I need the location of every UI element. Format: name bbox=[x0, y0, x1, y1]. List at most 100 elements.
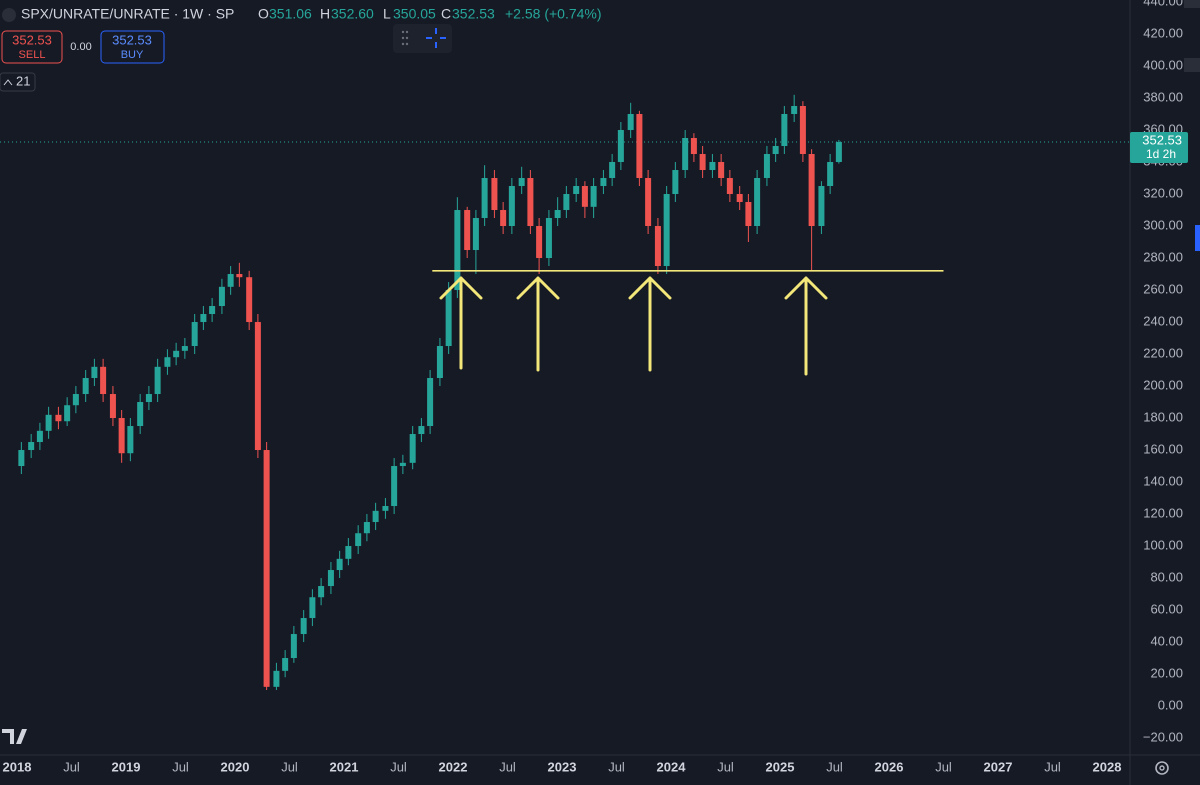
candle-body bbox=[554, 210, 561, 219]
indicators-count[interactable]: 21 bbox=[16, 73, 30, 88]
candle-body bbox=[154, 366, 161, 395]
candle-body bbox=[118, 418, 125, 454]
y-tick-label: 400.00 bbox=[1143, 57, 1183, 72]
scale-button[interactable] bbox=[1184, 58, 1200, 72]
arrow bbox=[628, 276, 672, 372]
candle-body bbox=[391, 466, 398, 507]
sell-price[interactable]: 352.53 bbox=[12, 32, 52, 47]
candle-body bbox=[200, 314, 207, 323]
candle-body bbox=[282, 658, 289, 671]
drag-handle[interactable] bbox=[401, 30, 409, 46]
y-tick-label: 300.00 bbox=[1143, 217, 1183, 232]
settings-icon-inner bbox=[1159, 765, 1165, 771]
y-tick-label: 420.00 bbox=[1143, 25, 1183, 40]
buy-label[interactable]: BUY bbox=[121, 49, 144, 61]
candle-body bbox=[726, 178, 733, 195]
candle-body bbox=[290, 634, 297, 659]
candle-body bbox=[209, 306, 216, 315]
candle-body bbox=[563, 194, 570, 211]
candle-body bbox=[28, 442, 35, 451]
logo[interactable] bbox=[2, 729, 27, 744]
candle-body bbox=[427, 378, 434, 427]
buy-button[interactable] bbox=[100, 30, 165, 64]
candle-body bbox=[336, 558, 343, 571]
plot-area bbox=[0, 94, 1130, 691]
candle-body bbox=[418, 426, 425, 435]
sell-button[interactable] bbox=[1, 30, 63, 64]
ohlc-value: 351.06 bbox=[269, 6, 312, 22]
candle-body bbox=[808, 154, 815, 227]
last-price-label: 352.53 bbox=[1142, 132, 1182, 147]
candle-body bbox=[45, 414, 52, 431]
y-tick-label: 40.00 bbox=[1150, 633, 1183, 648]
candle-body bbox=[573, 186, 580, 195]
y-tick-label: 80.00 bbox=[1150, 569, 1183, 584]
candle-body bbox=[263, 450, 270, 687]
candle-body bbox=[36, 430, 43, 443]
settings-icon[interactable] bbox=[1155, 761, 1169, 775]
candle-body bbox=[55, 414, 62, 422]
x-tick-label: Jul bbox=[826, 759, 843, 774]
y-tick-label: 320.00 bbox=[1143, 185, 1183, 200]
candle-body bbox=[508, 186, 515, 227]
symbol-icon[interactable] bbox=[2, 8, 16, 22]
scale-button[interactable] bbox=[1184, 0, 1200, 8]
candle-body bbox=[355, 533, 362, 547]
candle-body bbox=[399, 462, 406, 467]
candle-body bbox=[372, 510, 379, 523]
candle-body bbox=[173, 350, 180, 358]
candle-body bbox=[137, 402, 144, 427]
candle-body bbox=[91, 366, 98, 379]
x-tick-label: Jul bbox=[390, 759, 407, 774]
y-tick-label: 100.00 bbox=[1143, 537, 1183, 552]
candle-body bbox=[627, 114, 634, 131]
candle-body bbox=[718, 162, 725, 179]
last-price-tag bbox=[1130, 131, 1188, 163]
y-tick-label: 120.00 bbox=[1143, 505, 1183, 520]
crosshair-icon[interactable] bbox=[426, 28, 446, 48]
ohlc-value: 352.53 bbox=[452, 6, 495, 22]
candle-body bbox=[581, 186, 588, 207]
candle-body bbox=[127, 426, 134, 454]
candle-body bbox=[672, 170, 679, 195]
candle-body bbox=[481, 178, 488, 219]
y-tick-label: 440.00 bbox=[1143, 0, 1183, 8]
candle-body bbox=[772, 146, 779, 155]
candle-body bbox=[109, 394, 116, 419]
candle-body bbox=[382, 506, 389, 511]
candle-body bbox=[236, 274, 243, 278]
ohlc-value: 352.60 bbox=[331, 6, 374, 22]
arrow bbox=[439, 276, 483, 370]
indicators-toggle[interactable] bbox=[0, 72, 36, 92]
candle-body bbox=[645, 178, 652, 227]
candle-body bbox=[409, 434, 416, 463]
candle-body bbox=[690, 138, 697, 155]
buy-price[interactable]: 352.53 bbox=[112, 32, 152, 47]
candle-body bbox=[799, 106, 806, 155]
candle-body bbox=[600, 178, 607, 187]
x-tick-label: 2019 bbox=[112, 759, 141, 774]
candle-body bbox=[754, 178, 761, 227]
candle-body bbox=[164, 357, 171, 367]
y-tick-label: 220.00 bbox=[1143, 345, 1183, 360]
candle-body bbox=[100, 366, 107, 395]
y-tick-label: 20.00 bbox=[1150, 665, 1183, 680]
ohlc-label: O bbox=[258, 6, 269, 22]
x-tick-label: Jul bbox=[499, 759, 516, 774]
candle-body bbox=[709, 162, 716, 171]
candle-body bbox=[82, 378, 89, 395]
x-tick-label: Jul bbox=[717, 759, 734, 774]
x-tick-label: 2024 bbox=[657, 759, 687, 774]
x-tick-label: Jul bbox=[281, 759, 298, 774]
candle-body bbox=[827, 162, 834, 187]
symbol-title[interactable]: SPX/UNRATE/UNRATE · 1W · SP bbox=[21, 6, 234, 22]
candle-body bbox=[309, 597, 316, 619]
sell-label[interactable]: SELL bbox=[19, 49, 46, 61]
x-tick-label: Jul bbox=[1044, 759, 1061, 774]
alert-marker[interactable] bbox=[1195, 225, 1200, 251]
candle-body bbox=[181, 346, 188, 351]
candle-body bbox=[227, 274, 234, 287]
